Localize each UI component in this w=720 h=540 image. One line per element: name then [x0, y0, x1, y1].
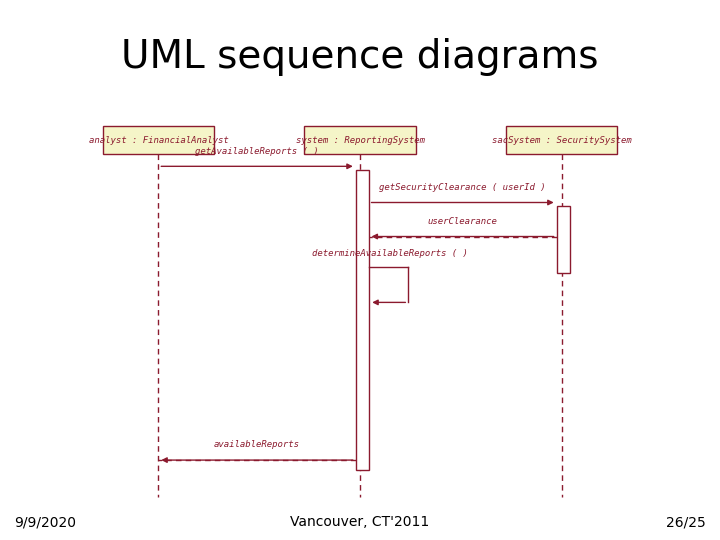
Text: sacSystem : SecuritySystem: sacSystem : SecuritySystem — [492, 136, 631, 145]
Bar — [356, 170, 369, 470]
FancyBboxPatch shape — [505, 126, 618, 154]
Text: availableReports: availableReports — [214, 440, 300, 449]
FancyBboxPatch shape — [304, 126, 416, 154]
Text: determineAvailableReports ( ): determineAvailableReports ( ) — [312, 248, 468, 258]
Text: getSecurityClearance ( userId ): getSecurityClearance ( userId ) — [379, 183, 546, 192]
Text: UML sequence diagrams: UML sequence diagrams — [121, 38, 599, 76]
Text: analyst : FinancialAnalyst: analyst : FinancialAnalyst — [89, 136, 228, 145]
Text: getAvailableReports ( ): getAvailableReports ( ) — [195, 146, 319, 156]
Text: system : ReportingSystem: system : ReportingSystem — [295, 136, 425, 145]
Text: 9/9/2020: 9/9/2020 — [14, 515, 76, 529]
Text: 26/25: 26/25 — [666, 515, 706, 529]
Bar — [557, 206, 570, 273]
FancyBboxPatch shape — [103, 126, 215, 154]
Text: Vancouver, CT'2011: Vancouver, CT'2011 — [290, 515, 430, 529]
Text: userClearance: userClearance — [428, 217, 498, 226]
